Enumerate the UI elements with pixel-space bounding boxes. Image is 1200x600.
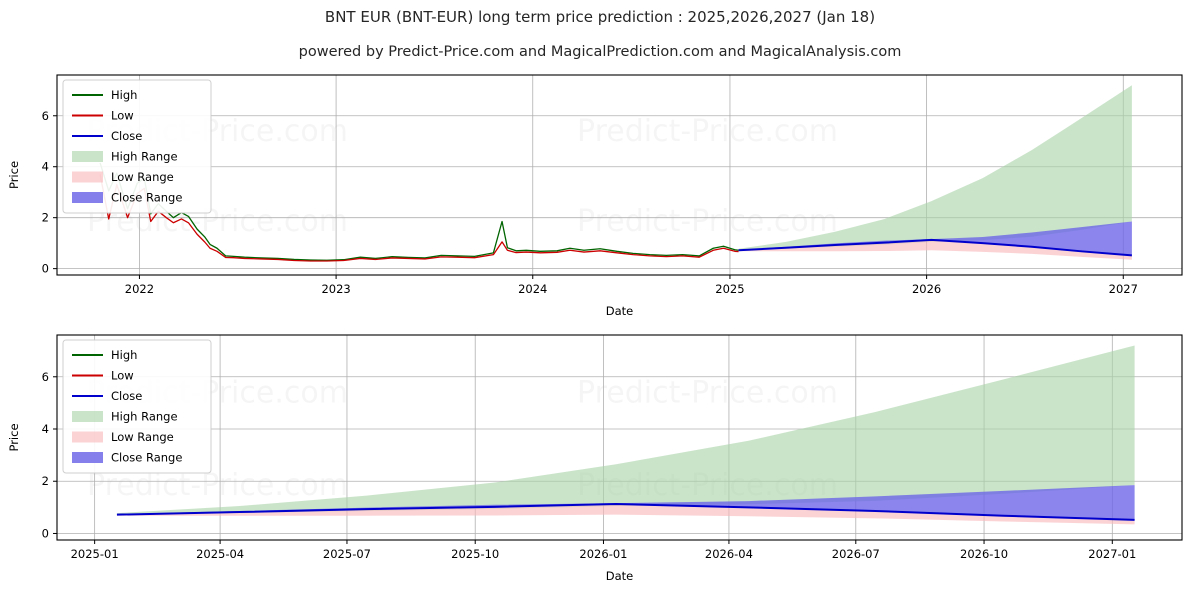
top-chart-svg: Predict-Price.comPredict-Price.comPredic…: [7, 74, 1183, 318]
legend-label: Close Range: [111, 191, 182, 205]
legend-label: Close: [111, 389, 142, 403]
x-tick-label: 2026-04: [705, 547, 753, 561]
legend-label: Low Range: [111, 170, 174, 184]
y-tick-label: 2: [42, 211, 49, 225]
watermark-text: Predict-Price.com: [577, 114, 838, 149]
x-tick-label: 2024: [518, 282, 547, 296]
plot-frame: [56, 334, 1183, 541]
x-tick-label: 2023: [321, 282, 350, 296]
legend-label: Low Range: [111, 430, 174, 444]
x-tick-label: 2022: [125, 282, 154, 296]
series-line-high: [99, 162, 739, 261]
band-low-range: [116, 503, 1135, 525]
legend-swatch-close-range: [72, 452, 103, 463]
legend-label: Low: [111, 109, 134, 123]
series-line-close: [116, 502, 1135, 521]
x-tick-label: 2026-10: [960, 547, 1008, 561]
legend-swatch-high-range: [72, 151, 103, 162]
y-tick-label: 2: [42, 474, 49, 488]
y-axis-label: Price: [7, 161, 21, 189]
legend-label: High: [111, 348, 137, 362]
y-tick-label: 6: [42, 109, 49, 123]
y-axis-label: Price: [7, 423, 21, 451]
band-high-range: [116, 345, 1135, 515]
x-tick-label: 2025-01: [71, 547, 119, 561]
x-tick-label: 2026-01: [579, 547, 627, 561]
legend-swatch-close-range: [72, 192, 103, 203]
legend-label: Close: [111, 129, 142, 143]
series-line-close: [738, 238, 1132, 257]
y-tick-label: 4: [42, 160, 49, 174]
watermark-text: Predict-Price.com: [577, 204, 838, 239]
band-low-range: [738, 239, 1132, 260]
series-line-low: [99, 174, 739, 262]
plot-frame: [56, 74, 1183, 276]
page-title: BNT EUR (BNT-EUR) long term price predic…: [324, 8, 876, 26]
legend-label: Low: [111, 369, 134, 383]
top-chart-panel: Predict-Price.comPredict-Price.comPredic…: [0, 70, 1200, 320]
x-tick-label: 2027: [1109, 282, 1138, 296]
x-tick-label: 2027-01: [1088, 547, 1136, 561]
x-tick-label: 2025-04: [196, 547, 244, 561]
bottom-chart-panel: Predict-Price.comPredict-Price.comPredic…: [0, 330, 1200, 600]
y-tick-label: 4: [42, 422, 49, 436]
y-tick-label: 6: [42, 370, 49, 384]
x-tick-label: 2025: [715, 282, 744, 296]
x-axis-label: Date: [606, 304, 634, 318]
legend-swatch-low-range: [72, 431, 103, 443]
page-subtitle: powered by Predict-Price.com and Magical…: [298, 44, 902, 60]
y-tick-label: 0: [42, 262, 49, 276]
watermark-text: Predict-Price.com: [577, 376, 838, 411]
band-high-range: [738, 85, 1132, 251]
y-tick-label: 0: [42, 526, 49, 540]
x-tick-label: 2026: [912, 282, 941, 296]
x-tick-label: 2025-07: [323, 547, 371, 561]
legend-swatch-low-range: [72, 171, 103, 183]
x-tick-label: 2026-07: [832, 547, 880, 561]
legend-label: High: [111, 88, 137, 102]
legend-label: Close Range: [111, 451, 182, 465]
legend-label: High Range: [111, 150, 178, 164]
bottom-chart-svg: Predict-Price.comPredict-Price.comPredic…: [7, 334, 1183, 583]
x-axis-label: Date: [606, 569, 634, 583]
legend-label: High Range: [111, 410, 178, 424]
x-tick-label: 2025-10: [451, 547, 499, 561]
legend-swatch-high-range: [72, 411, 103, 422]
